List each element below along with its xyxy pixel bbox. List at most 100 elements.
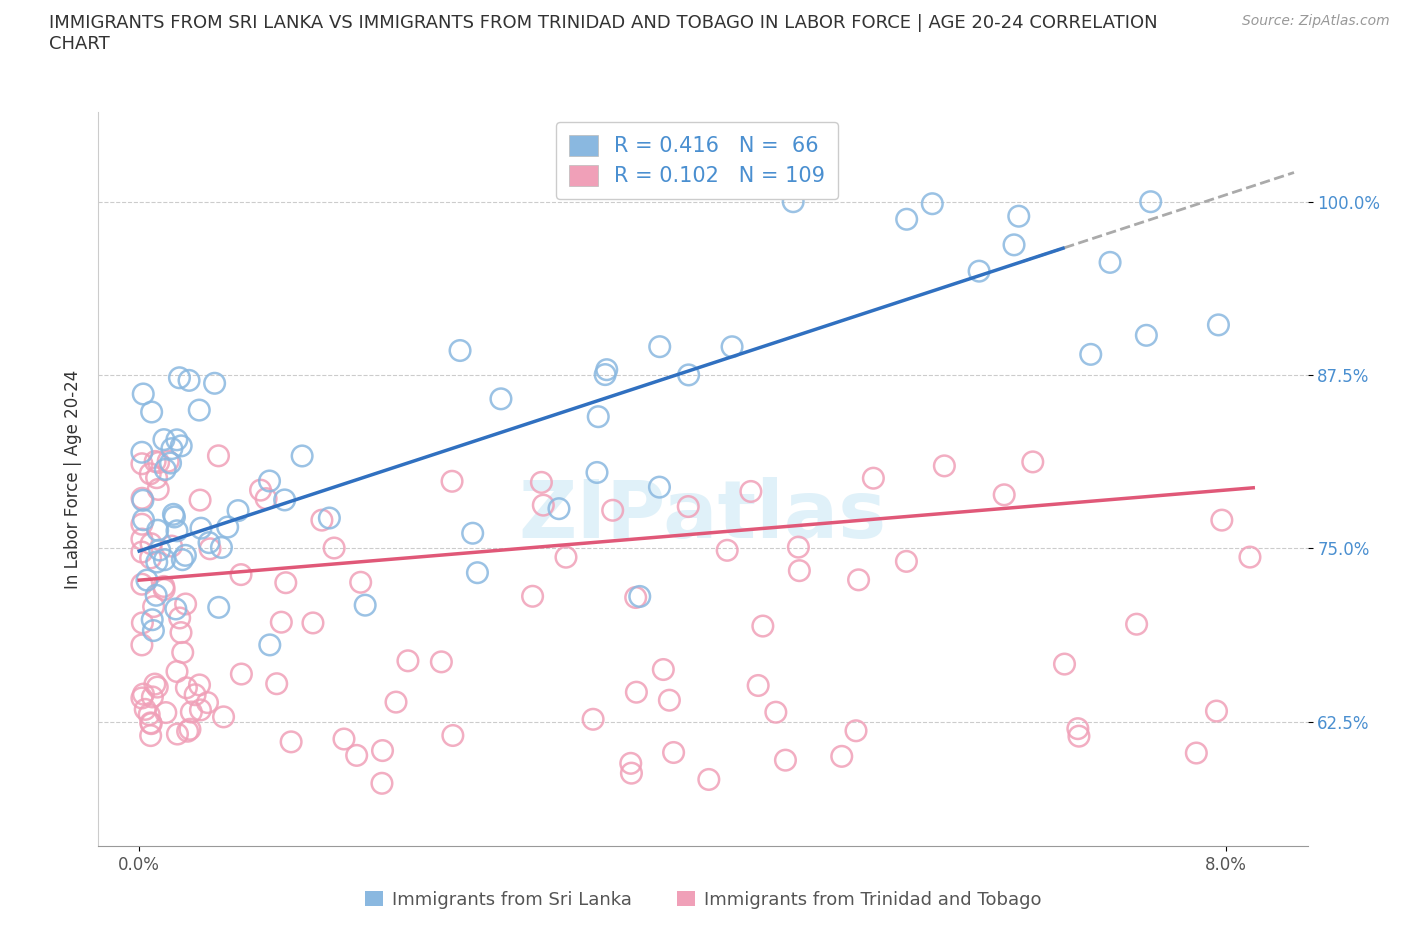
Point (658, 693, 681, 708)
Point (620, 765, 643, 780)
Point (139, 466, 162, 481)
Point (132, 387, 155, 402)
Point (1099, 255, 1122, 270)
Point (142, 623, 165, 638)
Text: Source: ZipAtlas.com: Source: ZipAtlas.com (1241, 14, 1389, 28)
Point (131, 691, 153, 706)
Point (602, 503, 624, 518)
Point (1211, 512, 1233, 527)
Point (489, 392, 512, 406)
Point (141, 716, 163, 731)
Point (169, 610, 191, 625)
Point (197, 695, 219, 710)
Point (153, 552, 176, 567)
Point (166, 524, 188, 538)
Point (1185, 746, 1208, 761)
Point (354, 598, 377, 613)
Point (648, 480, 671, 495)
Point (131, 637, 153, 652)
Point (176, 681, 198, 696)
Point (311, 512, 333, 527)
Point (188, 493, 211, 508)
Point (177, 373, 200, 388)
Point (148, 455, 170, 470)
Point (143, 677, 166, 692)
Point (1205, 704, 1227, 719)
Point (441, 728, 464, 743)
Point (138, 707, 160, 722)
Point (160, 538, 183, 553)
Point (163, 510, 186, 525)
Text: ZIPatlas: ZIPatlas (519, 477, 887, 554)
Point (212, 710, 235, 724)
Point (142, 599, 165, 614)
Point (1239, 550, 1261, 565)
Point (1067, 729, 1090, 744)
Point (1125, 617, 1147, 631)
Point (787, 539, 810, 554)
Point (188, 678, 211, 693)
Point (626, 684, 648, 699)
Point (165, 602, 187, 617)
Point (896, 554, 918, 569)
Point (131, 577, 153, 591)
Point (697, 772, 720, 787)
Point (166, 664, 188, 679)
Point (596, 363, 619, 378)
Point (270, 615, 292, 630)
Point (190, 702, 212, 717)
Point (145, 471, 167, 485)
Point (259, 637, 281, 652)
Point (385, 695, 408, 710)
Point (1208, 317, 1230, 332)
Point (149, 542, 172, 557)
Point (678, 499, 700, 514)
Point (586, 409, 609, 424)
Point (139, 537, 162, 551)
Point (162, 507, 184, 522)
Point (146, 680, 169, 695)
Point (274, 576, 297, 591)
Point (1008, 208, 1031, 223)
Point (789, 564, 811, 578)
Point (198, 541, 221, 556)
Point (302, 616, 325, 631)
Point (169, 370, 191, 385)
Point (179, 722, 201, 737)
Point (531, 498, 554, 512)
Point (280, 735, 302, 750)
Point (1022, 455, 1045, 470)
Point (582, 711, 605, 726)
Point (441, 473, 464, 488)
Point (141, 405, 163, 419)
Point (153, 579, 176, 594)
Point (131, 491, 153, 506)
Point (131, 445, 153, 459)
Point (166, 432, 188, 447)
Point (153, 432, 176, 447)
Legend: Immigrants from Sri Lanka, Immigrants from Trinidad and Tobago: Immigrants from Sri Lanka, Immigrants fr… (357, 884, 1049, 916)
Point (231, 667, 253, 682)
Point (208, 600, 231, 615)
Point (157, 454, 180, 469)
Point (848, 572, 870, 587)
Point (180, 705, 202, 720)
Point (141, 689, 163, 704)
Point (721, 339, 744, 354)
Point (131, 532, 153, 547)
Point (132, 493, 155, 508)
Point (207, 448, 229, 463)
Point (172, 645, 194, 660)
Point (586, 465, 609, 480)
Point (461, 525, 484, 540)
Point (155, 462, 177, 477)
Point (678, 367, 700, 382)
Point (131, 457, 153, 472)
Point (333, 732, 356, 747)
Point (740, 484, 762, 498)
Point (198, 535, 221, 550)
Point (254, 491, 277, 506)
Point (967, 264, 990, 279)
Point (170, 438, 193, 453)
Point (188, 403, 211, 418)
